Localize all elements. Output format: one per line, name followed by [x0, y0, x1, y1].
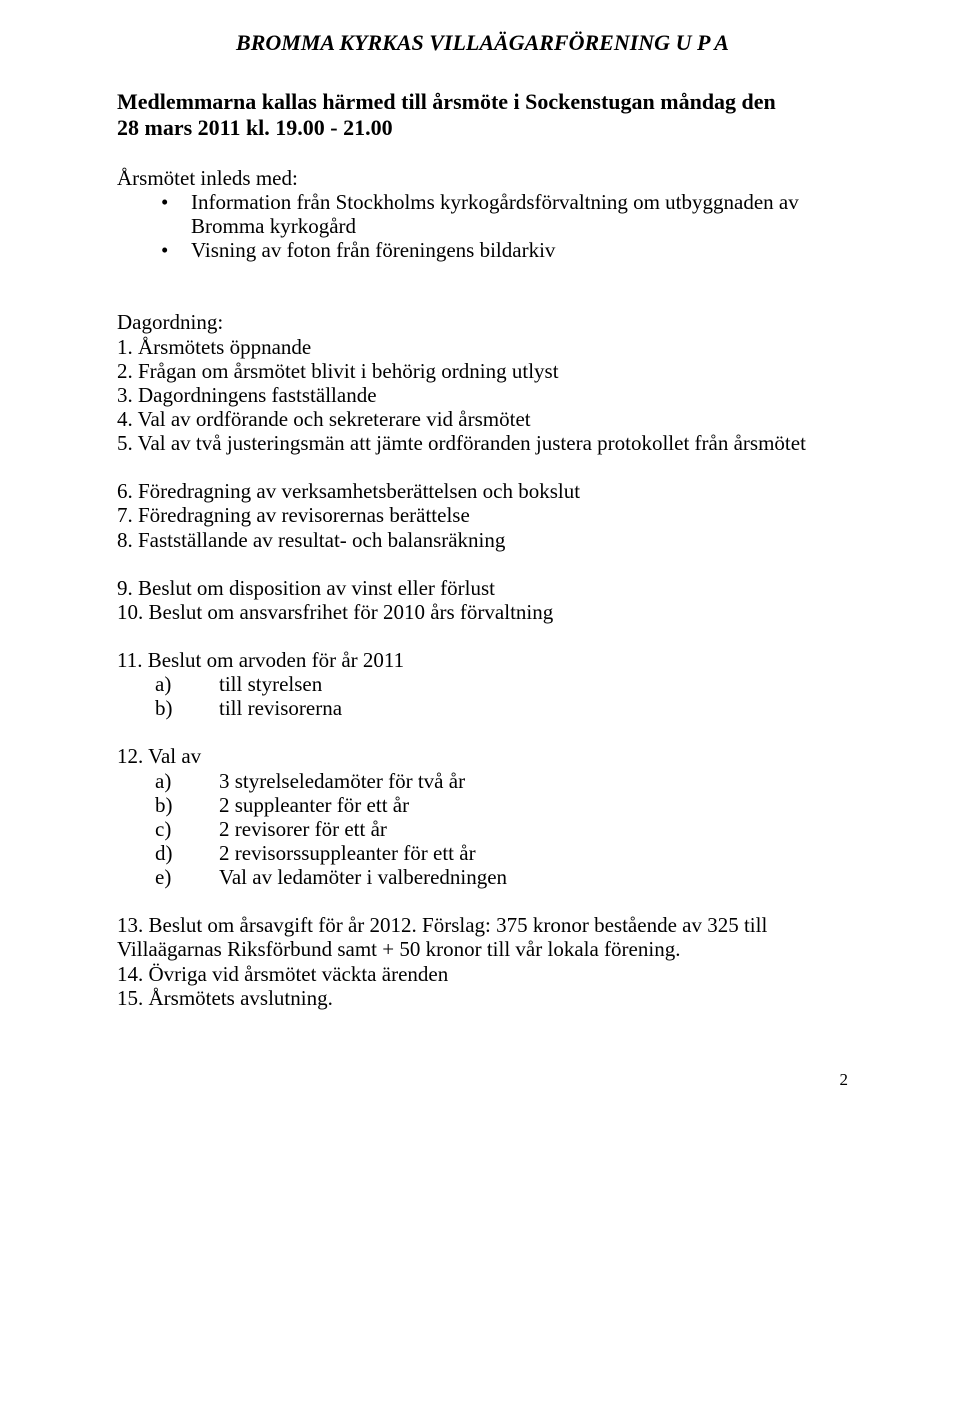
agenda-item: 3. Dagordningens fastställande: [117, 383, 848, 407]
agenda-item: 9. Beslut om disposition av vinst eller …: [117, 576, 848, 600]
agenda-item: 5. Val av två justeringsmän att jämte or…: [117, 431, 848, 455]
intro-bullet: Information från Stockholms kyrkogårdsfö…: [161, 190, 848, 238]
subitem-letter: b): [155, 696, 219, 720]
agenda-subitem: c)2 revisorer för ett år: [155, 817, 848, 841]
intro-bullet: Visning av foton från föreningens bildar…: [161, 238, 848, 262]
subitem-text: 2 revisorer för ett år: [219, 817, 387, 841]
subitem-text: Val av ledamöter i valberedningen: [219, 865, 507, 889]
subitem-letter: a): [155, 769, 219, 793]
agenda-subitem: a)till styrelsen: [155, 672, 848, 696]
subitem-text: till revisorerna: [219, 696, 342, 720]
agenda-subitem: b)till revisorerna: [155, 696, 848, 720]
agenda-item-11: 11. Beslut om arvoden för år 2011 a)till…: [117, 648, 848, 720]
agenda-list: 6. Föredragning av verksamhetsberättelse…: [117, 479, 848, 551]
agenda-item-heading: 12. Val av: [117, 744, 848, 768]
subitem-letter: d): [155, 841, 219, 865]
agenda-subitems: a)3 styrelseledamöter för två år b)2 sup…: [155, 769, 848, 890]
subitem-text: 2 revisorssuppleanter för ett år: [219, 841, 476, 865]
agenda-item: 1. Årsmötets öppnande: [117, 335, 848, 359]
subitem-letter: c): [155, 817, 219, 841]
agenda-subitem: d)2 revisorssuppleanter för ett år: [155, 841, 848, 865]
agenda-item: 8. Fastställande av resultat- och balans…: [117, 528, 848, 552]
meeting-call-line2: 28 mars 2011 kl. 19.00 - 21.00: [117, 115, 848, 140]
subitem-text: 3 styrelseledamöter för två år: [219, 769, 465, 793]
intro-bullets: Information från Stockholms kyrkogårdsfö…: [161, 190, 848, 262]
subitem-text: till styrelsen: [219, 672, 322, 696]
agenda-item: 7. Föredragning av revisorernas berättel…: [117, 503, 848, 527]
agenda-subitems: a)till styrelsen b)till revisorerna: [155, 672, 848, 720]
subitem-letter: b): [155, 793, 219, 817]
agenda-item: 14. Övriga vid årsmötet väckta ärenden: [117, 962, 848, 986]
agenda-item: 4. Val av ordförande och sekreterare vid…: [117, 407, 848, 431]
agenda-subitem: a)3 styrelseledamöter för två år: [155, 769, 848, 793]
page-title: BROMMA KYRKAS VILLAÄGARFÖRENING U P A: [117, 30, 848, 55]
agenda-list: 1. Årsmötets öppnande 2. Frågan om årsmö…: [117, 335, 848, 456]
subitem-letter: a): [155, 672, 219, 696]
page-number: 2: [117, 1070, 848, 1090]
agenda-item: 2. Frågan om årsmötet blivit i behörig o…: [117, 359, 848, 383]
agenda-subitem: b)2 suppleanter för ett år: [155, 793, 848, 817]
agenda-heading: Dagordning:: [117, 310, 848, 334]
subitem-letter: e): [155, 865, 219, 889]
agenda-item-12: 12. Val av a)3 styrelseledamöter för två…: [117, 744, 848, 889]
agenda-item: 6. Föredragning av verksamhetsberättelse…: [117, 479, 848, 503]
agenda-item: 10. Beslut om ansvarsfrihet för 2010 års…: [117, 600, 848, 624]
agenda-list: 13. Beslut om årsavgift för år 2012. För…: [117, 913, 848, 1010]
meeting-call-line1: Medlemmarna kallas härmed till årsmöte i…: [117, 89, 848, 114]
agenda-item: 15. Årsmötets avslutning.: [117, 986, 848, 1010]
subitem-text: 2 suppleanter för ett år: [219, 793, 409, 817]
agenda-item-heading: 11. Beslut om arvoden för år 2011: [117, 648, 848, 672]
agenda-item: 13. Beslut om årsavgift för år 2012. För…: [117, 913, 848, 961]
agenda-list: 9. Beslut om disposition av vinst eller …: [117, 576, 848, 624]
meeting-call: Medlemmarna kallas härmed till årsmöte i…: [117, 89, 848, 140]
agenda-subitem: e)Val av ledamöter i valberedningen: [155, 865, 848, 889]
intro-heading: Årsmötet inleds med:: [117, 166, 848, 190]
